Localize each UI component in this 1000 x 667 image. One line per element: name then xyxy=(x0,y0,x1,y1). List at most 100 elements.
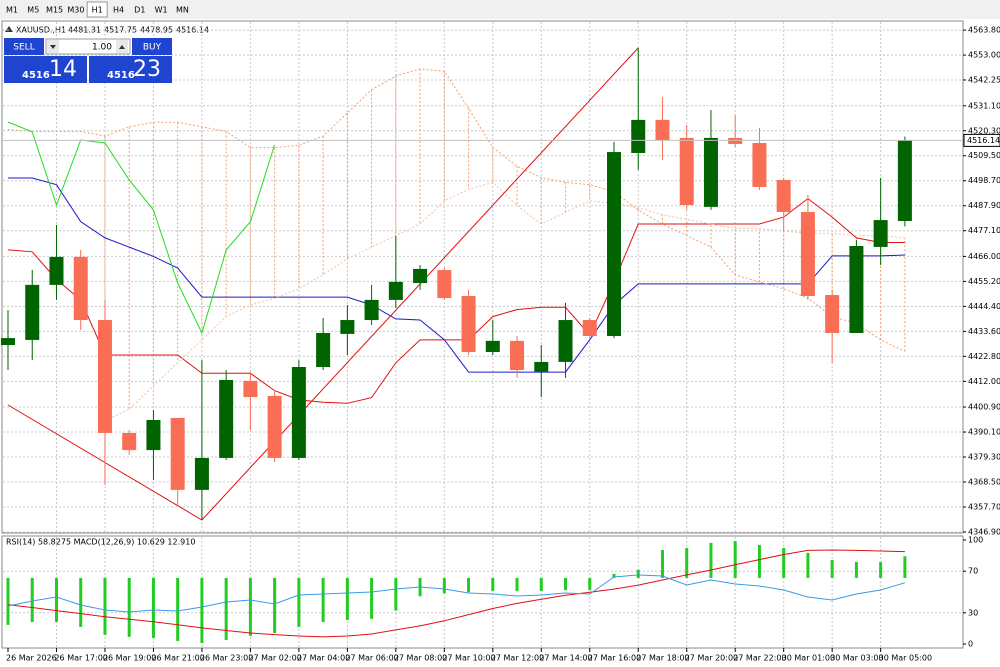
sell-label: SELL xyxy=(13,43,34,53)
y-tick-label: 0 xyxy=(968,640,973,649)
sell-button[interactable] xyxy=(4,38,44,55)
price-tag-label: 4516.14 xyxy=(967,136,1000,145)
candle-body xyxy=(510,340,525,371)
timeframe-tab[interactable] xyxy=(151,2,172,17)
timeframe-label: M5 xyxy=(27,6,39,15)
indicator-label: RSI(14) 58.8275 MACD(12,26,9) 10.629 12.… xyxy=(6,538,195,547)
ask-big: 4516 xyxy=(107,70,135,81)
timeframe-tab[interactable] xyxy=(65,2,86,17)
macd-bar xyxy=(176,577,180,641)
timeframe-tab[interactable] xyxy=(23,2,44,17)
candle-body xyxy=(122,432,137,451)
x-tick-label: 27 Mar 20:00 xyxy=(685,654,738,663)
candle-body xyxy=(776,180,791,212)
bid-box[interactable] xyxy=(4,56,87,83)
lot-input[interactable] xyxy=(45,38,131,55)
timeframe-tab[interactable] xyxy=(86,1,108,18)
macd-bar xyxy=(151,577,155,638)
x-tick-label: 27 Mar 06:00 xyxy=(345,654,398,663)
y-tick-label: 4390.10 xyxy=(968,428,1000,437)
price-tag xyxy=(963,133,1000,147)
timeframe-label: W1 xyxy=(155,6,168,15)
y-tick-label: 4444.40 xyxy=(968,302,1000,311)
timeframe-label: H1 xyxy=(92,6,103,15)
y-tick-label: 4368.50 xyxy=(968,478,1000,487)
overlay-line xyxy=(104,181,905,422)
overlay-line xyxy=(7,197,905,404)
candle-body xyxy=(340,320,355,334)
ask-box[interactable] xyxy=(89,56,172,83)
macd-bar xyxy=(370,577,374,619)
candle-body xyxy=(534,361,549,372)
timeframe-tab[interactable] xyxy=(2,2,22,17)
overlay-line xyxy=(8,177,905,373)
zigzag-line xyxy=(7,47,639,521)
timeframe-tab[interactable] xyxy=(44,2,65,17)
candle-body xyxy=(485,340,500,352)
y-tick-label: 4487.90 xyxy=(968,201,1000,210)
x-tick-label: 27 Mar 22:00 xyxy=(733,654,786,663)
macd-bar xyxy=(30,577,34,622)
candle-body xyxy=(388,281,403,300)
x-tick-label: 27 Mar 08:00 xyxy=(394,654,447,663)
candle-body xyxy=(97,320,112,433)
candle-body xyxy=(170,417,185,490)
x-tick-label: 26 Mar 19:00 xyxy=(103,654,156,663)
macd-bar xyxy=(200,577,204,643)
buy-button[interactable] xyxy=(132,38,172,55)
timeframe-label: M30 xyxy=(67,6,84,15)
macd-bar xyxy=(588,577,592,591)
timeframe-label: M1 xyxy=(6,6,18,15)
macd-bar xyxy=(442,577,446,594)
timeframe-tab[interactable] xyxy=(172,2,193,17)
x-tick-label: 26 Mar 23:00 xyxy=(200,654,253,663)
candle-body xyxy=(631,119,646,153)
x-tick-label: 26 Mar 17:00 xyxy=(54,654,107,663)
bid-big: 4516 xyxy=(22,70,50,81)
y-tick-label: 4412.00 xyxy=(968,377,1000,386)
x-tick-label: 27 Mar 10:00 xyxy=(442,654,495,663)
macd-bar xyxy=(830,559,834,578)
candle-body xyxy=(49,256,64,285)
macd-bar xyxy=(273,577,277,633)
symbol-label: XAUUSD.,H1 xyxy=(16,26,66,35)
timeframe-label: H4 xyxy=(113,6,124,15)
candle-body xyxy=(752,143,767,187)
candle-body xyxy=(364,299,379,321)
timeframe-label: MN xyxy=(176,6,189,15)
candle-body xyxy=(25,284,40,340)
down-arrow xyxy=(50,45,56,49)
macd-bar xyxy=(491,577,495,592)
macd-bar xyxy=(345,577,349,620)
lot-value: 1.00 xyxy=(92,43,112,53)
macd-bar xyxy=(103,577,107,635)
y-tick-label: 30 xyxy=(968,608,978,617)
timeframe-label: M15 xyxy=(46,6,63,15)
y-tick-label: 4563.80 xyxy=(968,26,1000,35)
overlay-line xyxy=(7,68,906,352)
y-tick-label: 100 xyxy=(968,536,983,545)
y-tick-label: 4466.00 xyxy=(968,252,1000,261)
candle-body xyxy=(607,152,621,337)
y-tick-label: 4542.25 xyxy=(968,75,1000,84)
macd-bar xyxy=(903,556,907,578)
timeframe-tab[interactable] xyxy=(129,2,150,17)
candle-body xyxy=(146,420,161,451)
candle-body xyxy=(897,140,912,221)
ask-small: 23 xyxy=(133,57,161,82)
y-tick-label: 4400.90 xyxy=(968,403,1000,412)
bid-small: 14 xyxy=(49,57,77,82)
x-tick-label: 27 Mar 16:00 xyxy=(588,654,641,663)
candle-body xyxy=(291,367,306,458)
macd-bar xyxy=(854,562,858,578)
x-tick-label: 27 Mar 18:00 xyxy=(636,654,689,663)
candle-body xyxy=(219,379,234,458)
buy-label: BUY xyxy=(143,43,162,53)
macd-bar xyxy=(321,577,325,622)
y-tick-label: 4379.30 xyxy=(968,453,1000,462)
y-tick-label: 4520.30 xyxy=(968,126,1000,135)
macd-bar xyxy=(733,541,737,578)
timeframe-tab[interactable] xyxy=(108,2,129,17)
up-arrow xyxy=(119,45,125,49)
